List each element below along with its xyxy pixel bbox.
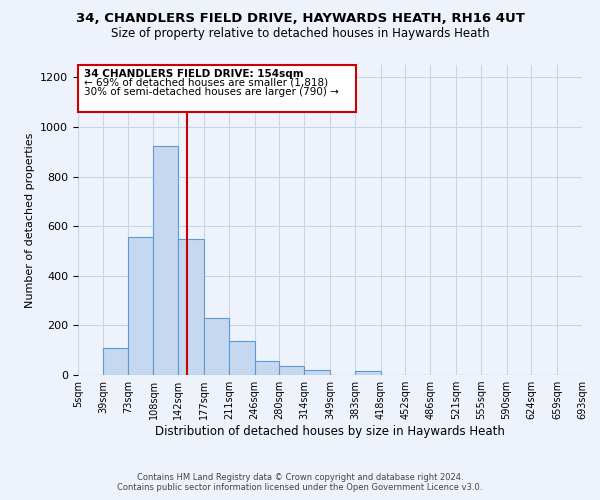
X-axis label: Distribution of detached houses by size in Haywards Heath: Distribution of detached houses by size …: [155, 425, 505, 438]
Bar: [254, 360, 280, 375]
Bar: [355, 372, 380, 375]
Bar: [103, 348, 128, 375]
Bar: [280, 366, 304, 375]
FancyBboxPatch shape: [78, 66, 356, 112]
Text: Contains HM Land Registry data © Crown copyright and database right 2024.
Contai: Contains HM Land Registry data © Crown c…: [118, 473, 482, 492]
Bar: [304, 370, 330, 375]
Text: 30% of semi-detached houses are larger (790) →: 30% of semi-detached houses are larger (…: [84, 86, 339, 97]
Text: 34, CHANDLERS FIELD DRIVE, HAYWARDS HEATH, RH16 4UT: 34, CHANDLERS FIELD DRIVE, HAYWARDS HEAT…: [76, 12, 524, 26]
Bar: [204, 318, 229, 375]
Bar: [178, 240, 204, 375]
Text: 34 CHANDLERS FIELD DRIVE: 154sqm: 34 CHANDLERS FIELD DRIVE: 154sqm: [84, 68, 304, 78]
Bar: [229, 341, 254, 375]
Text: ← 69% of detached houses are smaller (1,818): ← 69% of detached houses are smaller (1,…: [84, 78, 328, 88]
Text: Size of property relative to detached houses in Haywards Heath: Size of property relative to detached ho…: [110, 28, 490, 40]
Y-axis label: Number of detached properties: Number of detached properties: [25, 132, 35, 308]
Bar: [128, 237, 154, 375]
Bar: [154, 146, 178, 375]
